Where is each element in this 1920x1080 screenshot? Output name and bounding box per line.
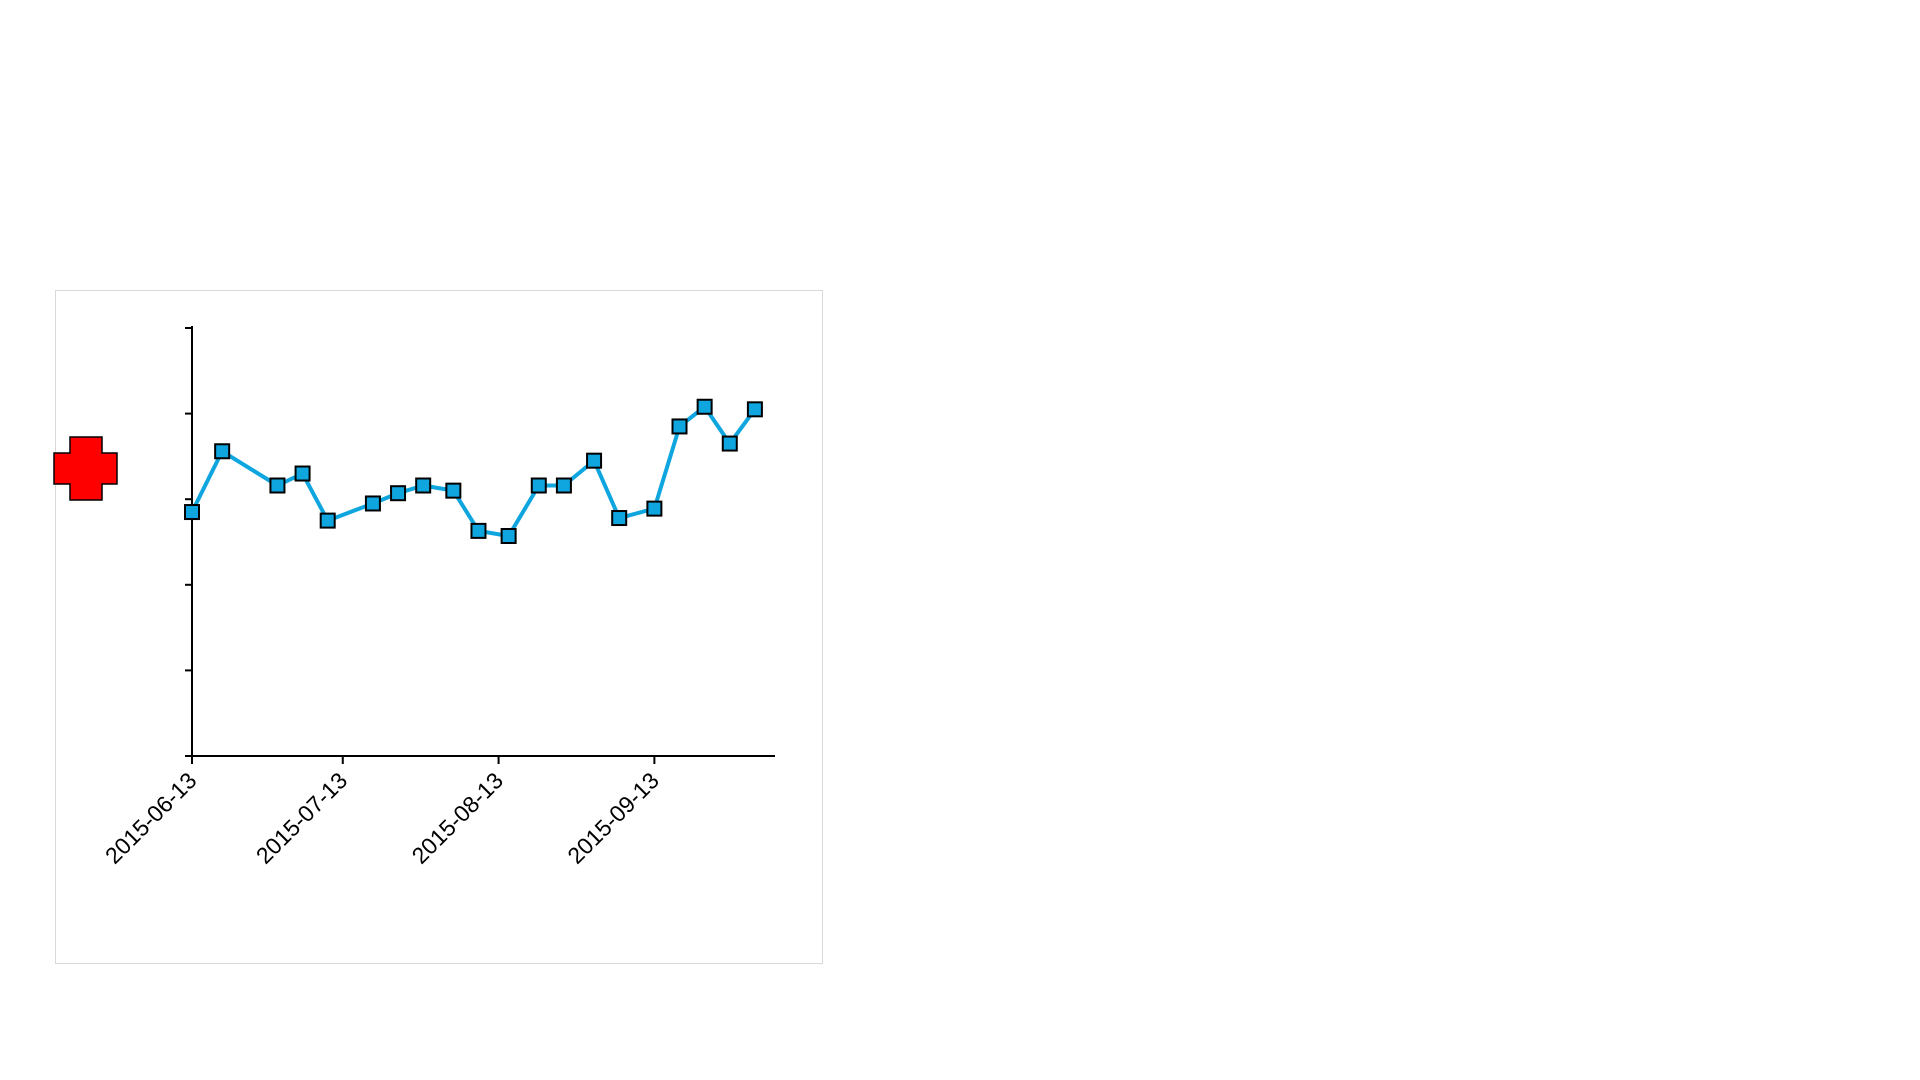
- y-axis-ticks: [185, 327, 192, 757]
- axes: [191, 326, 775, 757]
- data-point: [611, 510, 628, 527]
- x-tick-label: 2015-06-13: [100, 767, 202, 869]
- data-point: [319, 512, 336, 529]
- data-point: [445, 482, 462, 499]
- data-point: [746, 401, 763, 418]
- data-point: [269, 477, 286, 494]
- chart-panel: [55, 290, 823, 964]
- x-axis-ticks: 2015-06-13 2015-07-13 2015-08-13 2015-09-13: [100, 756, 664, 869]
- data-point: [214, 443, 231, 460]
- data-point: [646, 500, 663, 517]
- data-point: [390, 485, 407, 502]
- plus-icon-shape: [53, 436, 118, 501]
- data-point: [555, 477, 572, 494]
- data-point: [470, 522, 487, 539]
- data-point: [696, 398, 713, 415]
- data-point: [415, 477, 432, 494]
- data-point: [530, 477, 547, 494]
- data-point: [294, 465, 311, 482]
- data-point: [586, 452, 603, 469]
- x-tick-label: 2015-07-13: [251, 767, 353, 869]
- data-point: [721, 435, 738, 452]
- series-line: [190, 404, 757, 539]
- data-point: [671, 418, 688, 435]
- series-layer: [184, 398, 763, 545]
- data-point: [184, 504, 200, 521]
- plus-icon: [53, 436, 118, 501]
- x-tick-label: 2015-08-13: [407, 767, 509, 869]
- data-point: [364, 495, 381, 512]
- x-tick-label: 2015-09-13: [562, 767, 664, 869]
- data-point: [500, 528, 517, 545]
